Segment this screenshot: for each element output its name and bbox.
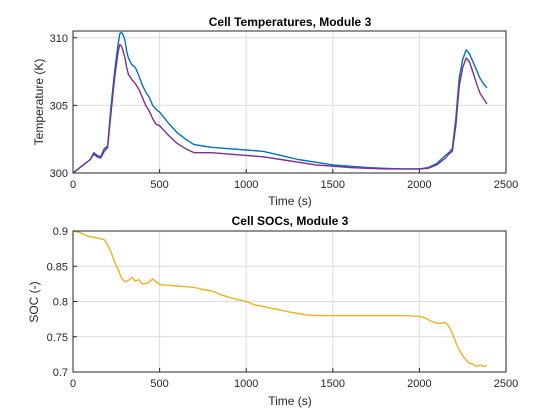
soc-chart: 0 500 1000 1500 2000 2500 0.7 0.75 0.8 0.85 0.9 C… bbox=[27, 214, 518, 408]
temperature-x-tick-label: 0 bbox=[70, 179, 76, 191]
temperature-x-ticks: 0 500 1000 1500 2000 2500 bbox=[70, 169, 518, 191]
temperature-y-axis-label: Temperature (K) bbox=[32, 59, 46, 146]
temperature-y-tick-label: 310 bbox=[50, 33, 68, 45]
soc-chart-title: Cell SOCs, Module 3 bbox=[232, 214, 349, 228]
soc-x-tick-label: 2500 bbox=[494, 378, 518, 390]
soc-y-tick-label: 0.75 bbox=[47, 332, 68, 344]
soc-x-ticks: 0 500 1000 1500 2000 2500 bbox=[70, 368, 518, 390]
soc-x-tick-label: 500 bbox=[150, 378, 168, 390]
temperature-plot-area bbox=[72, 30, 507, 174]
temperature-y-tick-label: 305 bbox=[50, 100, 68, 112]
soc-series bbox=[72, 230, 488, 368]
soc-axes-box bbox=[72, 230, 507, 373]
soc-x-tick-label: 1500 bbox=[321, 378, 345, 390]
temperature-x-tick-label: 500 bbox=[150, 179, 168, 191]
temperature-axes-box bbox=[72, 30, 507, 174]
soc-y-axis-label: SOC (-) bbox=[27, 281, 41, 322]
temperature-chart-title: Cell Temperatures, Module 3 bbox=[209, 15, 372, 29]
soc-y-tick-label: 0.8 bbox=[53, 297, 68, 309]
temperature-x-tick-label: 1000 bbox=[234, 179, 258, 191]
temperature-x-tick-label: 1500 bbox=[321, 179, 345, 191]
soc-x-tick-label: 1000 bbox=[234, 378, 258, 390]
soc-y-ticks: 0.7 0.75 0.8 0.85 0.9 bbox=[47, 226, 77, 379]
soc-series-line-1 bbox=[72, 230, 488, 368]
soc-y-tick-label: 0.9 bbox=[53, 226, 68, 238]
soc-y-tick-label: 0.7 bbox=[53, 367, 68, 379]
soc-x-axis-label: Time (s) bbox=[268, 394, 312, 408]
temperature-x-tick-label: 2500 bbox=[494, 179, 518, 191]
temperature-series bbox=[72, 31, 488, 174]
soc-x-tick-label: 2000 bbox=[407, 378, 431, 390]
temperature-x-tick-label: 2000 bbox=[407, 179, 431, 191]
soc-y-tick-label: 0.85 bbox=[47, 261, 68, 273]
temperature-chart: 0 500 1000 1500 2000 2500 300 305 310 Cell Temp… bbox=[32, 15, 518, 208]
temperature-series-line-2 bbox=[72, 43, 488, 174]
soc-x-tick-label: 0 bbox=[70, 378, 76, 390]
temperature-y-tick-label: 300 bbox=[50, 168, 68, 180]
temperature-x-axis-label: Time (s) bbox=[268, 194, 312, 208]
